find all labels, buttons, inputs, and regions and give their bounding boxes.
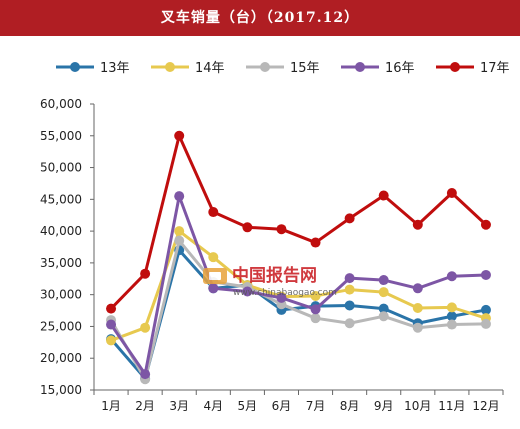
data-point xyxy=(310,290,321,301)
y-tick-label: 30,000 xyxy=(40,288,82,302)
series-line xyxy=(109,248,488,381)
y-tick-label: 60,000 xyxy=(40,97,82,111)
data-point xyxy=(208,207,219,218)
watermark-url: www.chinabaogao.com xyxy=(233,288,337,298)
y-tick-label: 50,000 xyxy=(40,161,82,175)
x-tick-label: 5月 xyxy=(238,399,258,413)
watermark-name: 中国报告网 xyxy=(232,265,317,286)
legend-label: 15年 xyxy=(290,61,320,76)
data-point xyxy=(106,303,117,314)
data-point xyxy=(344,213,355,224)
data-point xyxy=(310,237,321,248)
data-point xyxy=(344,284,355,295)
data-point xyxy=(446,311,457,322)
data-point xyxy=(480,318,491,329)
legend-item: 13年 xyxy=(56,61,130,76)
x-tick-label: 12月 xyxy=(472,399,499,413)
data-point xyxy=(378,287,389,298)
data-point xyxy=(378,311,389,322)
legend-marker xyxy=(355,62,365,72)
data-point xyxy=(480,304,491,315)
x-tick-label: 2月 xyxy=(135,399,155,413)
series-line xyxy=(109,239,488,381)
legend-marker xyxy=(165,62,175,72)
data-point xyxy=(106,319,117,330)
data-point xyxy=(208,283,219,294)
data-point xyxy=(378,303,389,314)
series-line xyxy=(109,194,488,376)
series-17年 xyxy=(106,130,491,314)
x-tick-label: 4月 xyxy=(203,399,223,413)
series-layer xyxy=(106,130,491,385)
series-16年 xyxy=(106,191,491,380)
data-point xyxy=(276,224,287,235)
y-tick-label: 25,000 xyxy=(40,319,82,333)
y-tick-label: 45,000 xyxy=(40,192,82,206)
data-point xyxy=(480,219,491,230)
data-point xyxy=(140,268,151,279)
x-tick-label: 11月 xyxy=(438,399,465,413)
x-axis: 1月 2月 3月 4月 5月 6月 7月 8月 9月 10月 11月 12月 xyxy=(93,389,504,413)
data-point xyxy=(208,252,219,263)
data-point xyxy=(310,304,321,315)
legend-marker xyxy=(260,62,270,72)
legend-label: 17年 xyxy=(480,61,510,76)
data-point xyxy=(412,322,423,333)
data-point xyxy=(446,271,457,282)
legend-label: 13年 xyxy=(100,61,130,76)
y-tick-label: 15,000 xyxy=(40,383,82,397)
x-tick-label: 7月 xyxy=(306,399,326,413)
data-point xyxy=(174,130,185,141)
line-chart: 13年 14年 15年 16年 17年 15,000 20,000 25,000 30,000… xyxy=(40,61,510,413)
x-tick-label: 3月 xyxy=(169,399,189,413)
y-tick-label: 20,000 xyxy=(40,351,82,365)
y-axis: 15,000 20,000 25,000 30,000 35,000 40,000 45,0… xyxy=(40,97,95,397)
data-point xyxy=(174,191,185,202)
data-point xyxy=(378,275,389,286)
series-line xyxy=(109,229,488,342)
legend-marker xyxy=(70,62,80,72)
data-point xyxy=(378,190,389,201)
data-point xyxy=(412,303,423,314)
legend: 13年 14年 15年 16年 17年 xyxy=(56,61,510,76)
legend-label: 14年 xyxy=(195,61,225,76)
y-tick-label: 35,000 xyxy=(40,256,82,270)
data-point xyxy=(174,226,185,237)
x-tick-label: 1月 xyxy=(101,399,121,413)
series-line xyxy=(109,134,488,311)
data-point xyxy=(140,322,151,333)
legend-marker xyxy=(450,62,460,72)
data-point xyxy=(446,187,457,198)
watermark: 中国报告网 www.chinabaogao.com xyxy=(203,265,337,298)
x-tick-label: 6月 xyxy=(272,399,292,413)
legend-item: 16年 xyxy=(341,61,415,76)
data-point xyxy=(446,302,457,313)
legend-label: 16年 xyxy=(385,61,415,76)
data-point xyxy=(242,286,253,297)
data-point xyxy=(242,222,253,233)
x-tick-label: 9月 xyxy=(374,399,394,413)
data-point xyxy=(344,273,355,284)
data-point xyxy=(344,300,355,311)
data-point xyxy=(174,235,185,246)
data-point xyxy=(480,269,491,280)
watermark-logo-icon xyxy=(203,268,227,284)
data-point xyxy=(446,319,457,330)
x-tick-label: 8月 xyxy=(340,399,360,413)
legend-item: 15年 xyxy=(246,61,320,76)
data-point xyxy=(412,283,423,294)
data-point xyxy=(344,318,355,329)
y-tick-label: 40,000 xyxy=(40,224,82,238)
x-tick-label: 10月 xyxy=(404,399,431,413)
legend-item: 17年 xyxy=(436,61,510,76)
data-point xyxy=(106,335,117,346)
data-point xyxy=(310,313,321,324)
data-point xyxy=(412,219,423,230)
data-point xyxy=(140,369,151,380)
chart-title: 叉车销量（台）（2017.12） xyxy=(0,0,520,36)
legend-item: 14年 xyxy=(151,61,225,76)
y-tick-label: 55,000 xyxy=(40,129,82,143)
data-point xyxy=(276,292,287,303)
